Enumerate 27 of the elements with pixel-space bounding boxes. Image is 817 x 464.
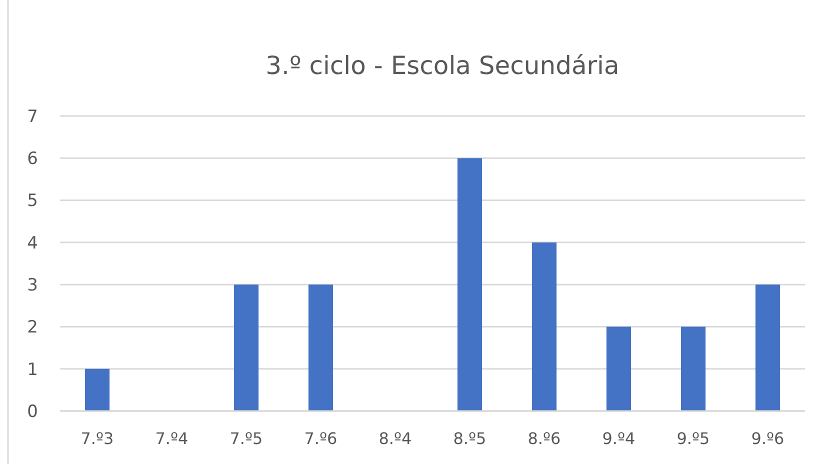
bar <box>532 242 557 411</box>
bar <box>606 326 632 411</box>
y-tick-label: 0 <box>27 402 38 422</box>
x-tick-label: 8.º5 <box>453 429 486 448</box>
y-tick-label: 7 <box>27 106 38 127</box>
x-tick-label: 7.º6 <box>304 429 338 448</box>
bar <box>457 158 482 411</box>
x-tick-label: 7.º3 <box>80 429 114 448</box>
x-tick-label: 8.º4 <box>378 429 412 448</box>
y-tick-label: 6 <box>27 149 38 170</box>
bar <box>234 284 259 411</box>
bar <box>680 326 706 411</box>
y-tick-label: 2 <box>27 318 38 338</box>
bar <box>84 368 110 411</box>
x-tick-label: 9.º5 <box>676 429 710 448</box>
y-tick-label: 5 <box>27 191 38 212</box>
x-tick-label: 9.º4 <box>602 429 636 448</box>
x-tick-label: 7.º5 <box>230 429 263 448</box>
x-tick-label: 9.º6 <box>751 429 784 448</box>
y-tick-label: 3 <box>27 276 38 296</box>
x-tick-label: 8.º6 <box>528 429 561 448</box>
x-tick-label: 7.º4 <box>155 429 188 448</box>
bar <box>308 284 334 411</box>
chart-title: 3.º ciclo - Escola Secundária <box>266 51 620 80</box>
y-tick-label: 4 <box>27 233 38 254</box>
y-tick-label: 1 <box>27 360 38 380</box>
bar <box>755 284 780 411</box>
